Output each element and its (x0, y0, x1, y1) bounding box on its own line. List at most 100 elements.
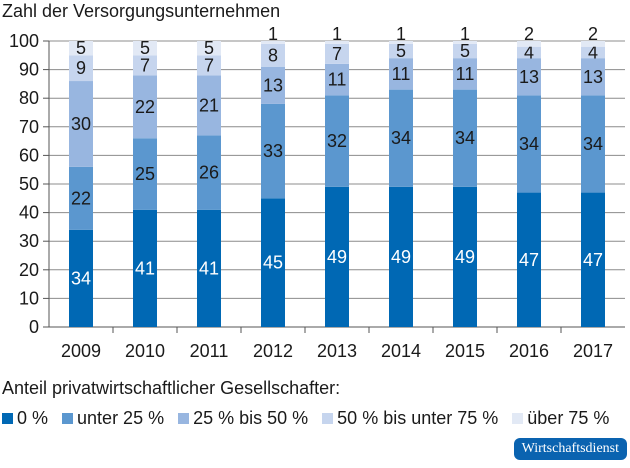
bar-segment (133, 138, 157, 210)
y-tick-label: 50 (19, 174, 39, 194)
data-label: 13 (263, 75, 283, 95)
bar-segment (389, 89, 413, 187)
x-tick-label: 2014 (381, 341, 421, 361)
data-label: 34 (583, 134, 603, 154)
bar-segment (197, 41, 221, 56)
x-tick-label: 2011 (190, 341, 229, 361)
bar-segment (69, 55, 93, 82)
legend-label: unter 25 % (77, 408, 165, 428)
legend-swatch (322, 413, 334, 424)
legend-swatch (2, 413, 13, 424)
bar-segment (261, 66, 285, 104)
bar-segment (261, 43, 285, 67)
bar-segment (517, 41, 541, 47)
data-label: 45 (263, 253, 283, 273)
bar-segment (133, 41, 157, 56)
data-label: 41 (199, 258, 219, 278)
x-tick-label: 2016 (509, 341, 549, 361)
bar-segment (325, 95, 349, 187)
x-tick-label: 2009 (61, 341, 101, 361)
y-tick-label: 100 (9, 31, 39, 51)
data-label: 2 (524, 24, 534, 44)
chart-plot: 0102030405060708090100200934223095201041… (9, 24, 625, 361)
legend-label: über 75 % (527, 408, 610, 428)
bar-segment (389, 43, 413, 59)
bar-segment (581, 46, 605, 59)
bar-segment (133, 75, 157, 139)
data-label: 5 (140, 38, 150, 58)
data-label: 11 (456, 64, 475, 84)
data-label: 7 (204, 55, 214, 75)
bar-segment (581, 41, 605, 47)
x-tick-label: 2015 (445, 341, 485, 361)
bar-segment (389, 186, 413, 327)
chart-title: Zahl der Versorgungsunternehmen (2, 1, 281, 21)
legend-swatch (512, 413, 524, 424)
legend-label: 50 % bis unter 75 % (337, 408, 499, 428)
y-tick-label: 70 (19, 117, 39, 137)
bar-segment (325, 41, 349, 44)
legend-label: 0 % (17, 408, 49, 428)
legend-item: 25 % bis 50 % (178, 408, 308, 429)
bar-segment (453, 186, 477, 327)
data-label: 8 (268, 45, 278, 65)
bar-segment (197, 135, 221, 210)
bar-segment (69, 41, 93, 56)
x-tick-label: 2010 (125, 341, 165, 361)
legend-item: 0 % (2, 408, 48, 429)
bar-segment (69, 229, 93, 327)
bar-segment (453, 41, 477, 44)
data-label: 34 (71, 268, 91, 288)
legend: 0 % unter 25 % 25 % bis 50 % 50 % bis unter… (2, 408, 609, 429)
data-label: 4 (588, 42, 598, 62)
bar-segment (453, 89, 477, 187)
bar-segment (69, 81, 93, 167)
data-label: 22 (135, 97, 155, 117)
data-label: 7 (140, 55, 150, 75)
data-label: 5 (460, 41, 470, 61)
data-label: 2 (588, 24, 598, 44)
bar-segment (197, 209, 221, 327)
data-label: 1 (460, 24, 470, 44)
data-label: 26 (199, 163, 219, 183)
data-label: 30 (71, 114, 91, 134)
data-label: 34 (519, 134, 539, 154)
x-tick-label: 2012 (253, 341, 293, 361)
x-tick-label: 2013 (317, 341, 357, 361)
bar-segment (453, 43, 477, 59)
legend-title: Anteil privatwirtschaftlicher Gesellscha… (2, 378, 341, 398)
bar-segment (261, 198, 285, 327)
data-label: 13 (519, 67, 539, 87)
bar-segment (133, 209, 157, 327)
bar-segment (581, 58, 605, 96)
data-label: 47 (519, 250, 539, 270)
x-tick-label: 2017 (573, 341, 613, 361)
data-label: 5 (76, 38, 86, 58)
data-label: 5 (204, 38, 214, 58)
bar-segment (197, 55, 221, 76)
bar-segment (517, 95, 541, 193)
legend-swatch (62, 413, 74, 424)
bar-segment (517, 46, 541, 59)
y-tick-label: 60 (19, 145, 39, 165)
data-label: 25 (135, 164, 155, 184)
data-label: 13 (583, 67, 603, 87)
y-tick-label: 20 (19, 260, 39, 280)
bar-segment (69, 166, 93, 230)
y-tick-label: 80 (19, 88, 39, 108)
bar-segment (325, 63, 349, 96)
bar-segment (517, 58, 541, 96)
data-label: 22 (71, 188, 91, 208)
data-label: 49 (391, 247, 411, 267)
legend-label: 25 % bis 50 % (193, 408, 309, 428)
data-label: 1 (268, 24, 278, 44)
bar-segment (581, 192, 605, 327)
data-label: 11 (392, 64, 411, 84)
bar-segment (389, 58, 413, 90)
y-tick-label: 0 (29, 317, 39, 337)
wirtschaftsdienst-logo: Wirtschaftsdienst (513, 438, 627, 460)
bar-segment (581, 95, 605, 193)
data-label: 9 (76, 58, 86, 78)
bar-segment (517, 192, 541, 327)
data-label: 21 (199, 95, 219, 115)
